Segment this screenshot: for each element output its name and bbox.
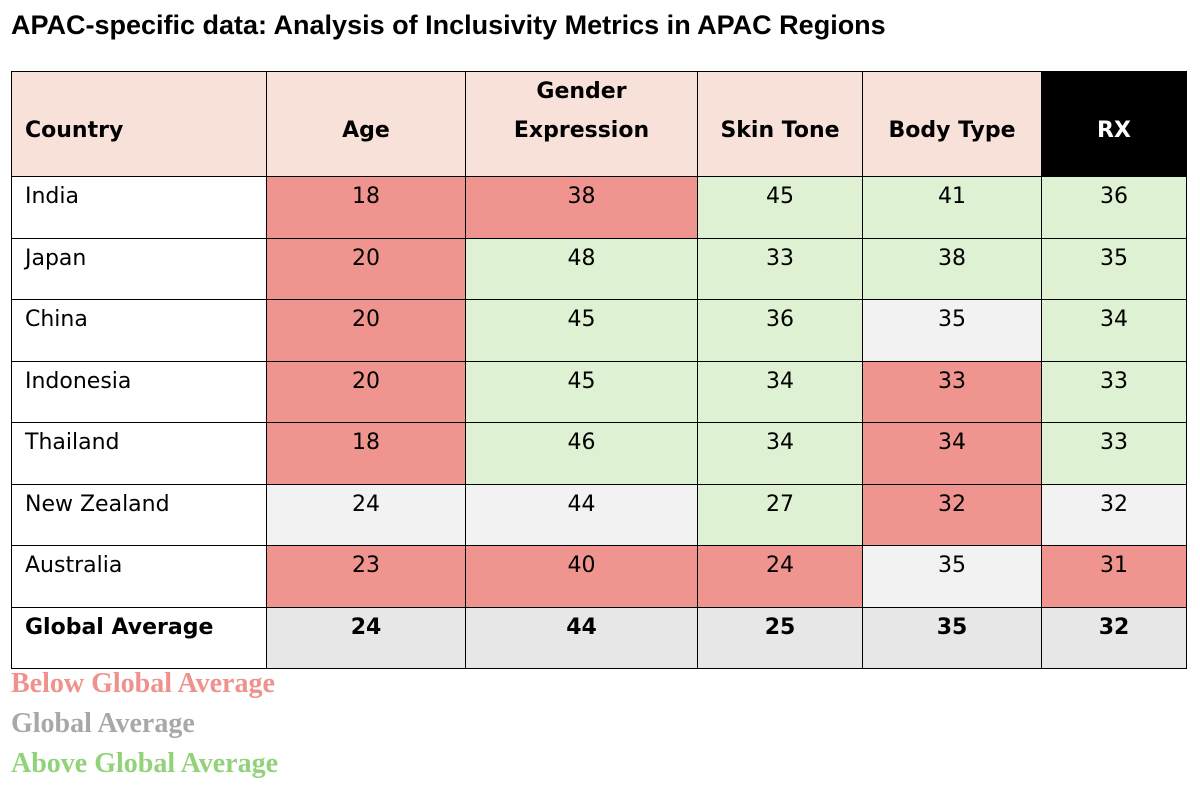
cell-country: China: [11, 299, 267, 362]
cell-gender-expression: 48: [465, 237, 698, 300]
global-average-body-type: 35: [862, 606, 1042, 669]
legend-below-global-average: Below Global Average: [11, 668, 275, 699]
cell-age: 20: [266, 237, 466, 300]
header-skin-tone: Skin Tone: [697, 71, 863, 177]
cell-age: 18: [266, 176, 466, 239]
cell-gender-expression: 45: [465, 299, 698, 362]
cell-skin-tone: 27: [697, 483, 863, 546]
chart-title: APAC-specific data: Analysis of Inclusiv…: [11, 10, 886, 40]
cell-rx: 35: [1041, 237, 1187, 300]
cell-body-type: 38: [862, 237, 1042, 300]
cell-skin-tone: 34: [697, 360, 863, 423]
global-average-label: Global Average: [11, 606, 267, 669]
header-gender-expression: Gender Expression: [465, 71, 698, 177]
legend-above-global-average: Above Global Average: [11, 748, 279, 779]
cell-country: Japan: [11, 237, 267, 300]
global-average-age: 24: [266, 606, 466, 669]
table-row: New Zealand 24 44 27 32 32: [11, 483, 1187, 546]
cell-rx: 36: [1041, 176, 1187, 239]
cell-body-type: 33: [862, 360, 1042, 423]
cell-country: Australia: [11, 545, 267, 608]
cell-body-type: 32: [862, 483, 1042, 546]
cell-body-type: 35: [862, 299, 1042, 362]
cell-skin-tone: 34: [697, 422, 863, 485]
header-gender-expression-line-1: Gender: [536, 79, 627, 104]
legend-global-average: Global Average: [11, 708, 195, 739]
cell-body-type: 34: [862, 422, 1042, 485]
header-row: Country Age Gender Expression Skin Tone …: [11, 71, 1187, 177]
header-age: Age: [266, 71, 466, 177]
cell-rx: 33: [1041, 422, 1187, 485]
cell-age: 24: [266, 483, 466, 546]
cell-rx: 32: [1041, 483, 1187, 546]
cell-country: Indonesia: [11, 360, 267, 423]
cell-skin-tone: 36: [697, 299, 863, 362]
header-gender-expression-line-2: Expression: [513, 118, 650, 143]
table-row: Indonesia 20 45 34 33 33: [11, 360, 1187, 423]
header-country: Country: [11, 71, 267, 177]
header-rx: RX: [1041, 71, 1187, 177]
header-body-type: Body Type: [862, 71, 1042, 177]
cell-age: 23: [266, 545, 466, 608]
table-row: Japan 20 48 33 38 35: [11, 237, 1187, 300]
cell-body-type: 41: [862, 176, 1042, 239]
table-row: Thailand 18 46 34 34 33: [11, 422, 1187, 485]
cell-skin-tone: 33: [697, 237, 863, 300]
cell-country: Thailand: [11, 422, 267, 485]
cell-rx: 33: [1041, 360, 1187, 423]
cell-age: 20: [266, 299, 466, 362]
table-row: China 20 45 36 35 34: [11, 299, 1187, 362]
cell-country: New Zealand: [11, 483, 267, 546]
cell-gender-expression: 45: [465, 360, 698, 423]
cell-body-type: 35: [862, 545, 1042, 608]
cell-rx: 34: [1041, 299, 1187, 362]
cell-age: 20: [266, 360, 466, 423]
cell-gender-expression: 44: [465, 483, 698, 546]
cell-age: 18: [266, 422, 466, 485]
cell-skin-tone: 24: [697, 545, 863, 608]
global-average-row: Global Average 24 44 25 35 32: [11, 606, 1187, 669]
inclusivity-metrics-table: Country Age Gender Expression Skin Tone …: [11, 71, 1187, 669]
table-body: India 18 38 45 41 36 Japan 20 48 33 38 3…: [11, 176, 1187, 669]
global-average-skin-tone: 25: [697, 606, 863, 669]
cell-skin-tone: 45: [697, 176, 863, 239]
table-row: India 18 38 45 41 36: [11, 176, 1187, 239]
global-average-rx: 32: [1041, 606, 1187, 669]
table-row: Australia 23 40 24 35 31: [11, 545, 1187, 608]
cell-country: India: [11, 176, 267, 239]
global-average-gender-expression: 44: [465, 606, 698, 669]
cell-rx: 31: [1041, 545, 1187, 608]
cell-gender-expression: 38: [465, 176, 698, 239]
cell-gender-expression: 46: [465, 422, 698, 485]
cell-gender-expression: 40: [465, 545, 698, 608]
